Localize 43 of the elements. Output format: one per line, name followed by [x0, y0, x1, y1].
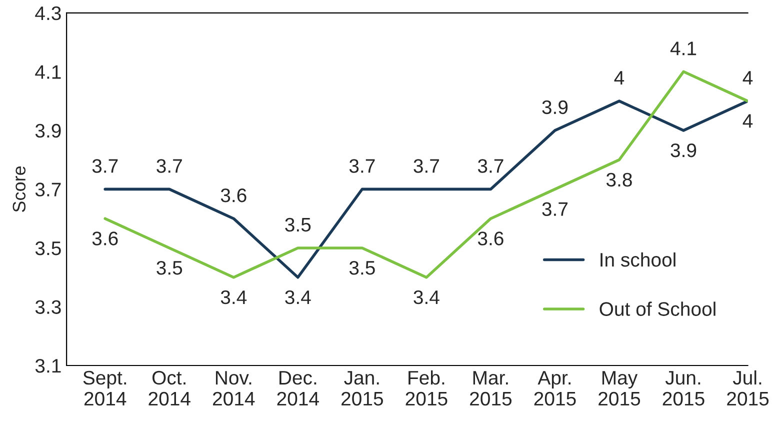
x-tick-label: May 2015 [598, 371, 640, 406]
data-label: 4 [742, 114, 753, 128]
data-label: 3.7 [542, 202, 568, 216]
data-label: 3.5 [349, 260, 375, 275]
data-label: 3.7 [414, 159, 439, 173]
y-axis-title: Score [12, 166, 26, 212]
y-tick-label: 4.3 [35, 6, 61, 20]
data-label: 3.6 [478, 232, 504, 246]
x-tick-label: Oct. 2014 [148, 370, 190, 406]
x-tick-label: Nov. 2014 [212, 371, 255, 406]
data-label: 3.5 [156, 260, 182, 275]
x-tick-label: Jul. 2015 [727, 370, 769, 406]
data-label: 3.6 [92, 232, 118, 246]
legend-label: Out of School [600, 302, 716, 316]
y-tick-label: 3.7 [35, 182, 61, 196]
data-label: 3.7 [349, 159, 375, 173]
x-tick-label: Dec. 2014 [277, 371, 319, 406]
x-tick-label: Sept. 2014 [83, 370, 126, 406]
x-tick-label: Apr. 2015 [534, 371, 576, 406]
y-tick-label: 3.1 [35, 358, 61, 373]
data-label: 3.6 [220, 188, 246, 202]
y-tick-label: 3.5 [35, 241, 61, 256]
data-label: 3.9 [542, 100, 568, 114]
legend-label: In school [600, 252, 676, 267]
x-tick-label: Jan. 2015 [342, 371, 383, 406]
data-label: 4 [742, 71, 753, 85]
data-label: 3.7 [156, 159, 182, 173]
y-tick-label: 3.3 [35, 300, 61, 314]
data-label: 3.4 [220, 290, 247, 304]
y-tick-label: 4.1 [35, 65, 61, 79]
data-label: 3.8 [606, 172, 632, 187]
data-label: 3.7 [478, 159, 504, 173]
x-tick-label: Jun. 2015 [662, 371, 704, 406]
data-label: 3.4 [285, 290, 311, 304]
data-label: 3.9 [670, 143, 696, 158]
data-label: 4 [614, 71, 624, 85]
x-tick-label: Mar. 2015 [470, 371, 512, 406]
data-label: 3.5 [285, 218, 311, 232]
x-tick-label: Feb. 2015 [406, 370, 448, 406]
data-label: 3.7 [92, 159, 118, 173]
y-tick-label: 3.9 [35, 124, 61, 138]
data-label: 3.4 [414, 290, 440, 304]
data-label: 4.1 [670, 42, 696, 56]
